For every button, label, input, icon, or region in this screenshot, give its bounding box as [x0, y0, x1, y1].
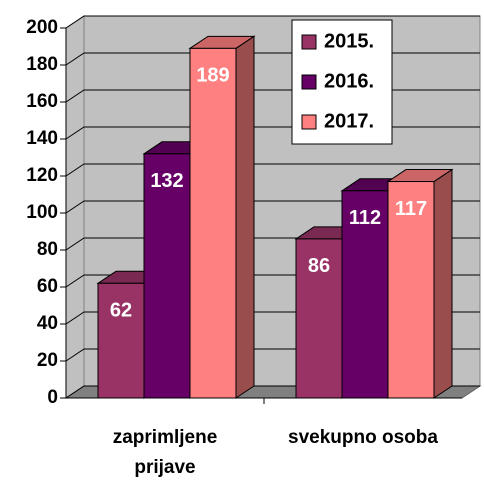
legend-label: 2016. — [324, 70, 374, 92]
y-tick-label: 0 — [47, 387, 58, 408]
y-tick-label: 100 — [26, 202, 58, 223]
bar — [295, 238, 343, 399]
data-label: 112 — [349, 207, 381, 229]
legend-label: 2015. — [324, 30, 374, 52]
bar-side — [433, 168, 453, 399]
y-tick-label: 140 — [26, 128, 58, 149]
y-tick-label: 120 — [26, 165, 58, 186]
bar — [189, 47, 237, 399]
y-tick-label: 60 — [37, 276, 58, 297]
data-label: 189 — [196, 65, 229, 87]
data-label: 86 — [308, 255, 330, 277]
y-tick-label: 20 — [37, 350, 58, 371]
x-tick-label-line: zaprimljene — [113, 427, 218, 448]
y-tick-label: 180 — [26, 54, 58, 75]
y-tick-label: 200 — [26, 17, 58, 38]
data-label: 132 — [150, 170, 183, 192]
data-label: 117 — [395, 198, 427, 220]
x-tick-label-line: prijave — [134, 457, 195, 478]
legend-label: 2017. — [324, 110, 374, 132]
y-tick-label: 40 — [37, 313, 58, 334]
x-tick-label: zaprimljene prijave — [113, 427, 218, 478]
grid-line — [65, 15, 480, 29]
grid-line — [65, 163, 480, 177]
legend-swatch — [301, 34, 317, 50]
y-tick-label: 160 — [26, 91, 58, 112]
legend: 2015. 2016. 2017. — [291, 19, 393, 145]
bar-side — [235, 35, 255, 399]
data-label: 62 — [110, 300, 132, 322]
bar — [341, 190, 389, 399]
y-tick-label: 80 — [37, 239, 58, 260]
legend-swatch — [301, 74, 317, 90]
bar — [387, 181, 435, 399]
legend-swatch — [301, 114, 317, 130]
x-tick-label: svekupno osoba — [288, 427, 438, 448]
